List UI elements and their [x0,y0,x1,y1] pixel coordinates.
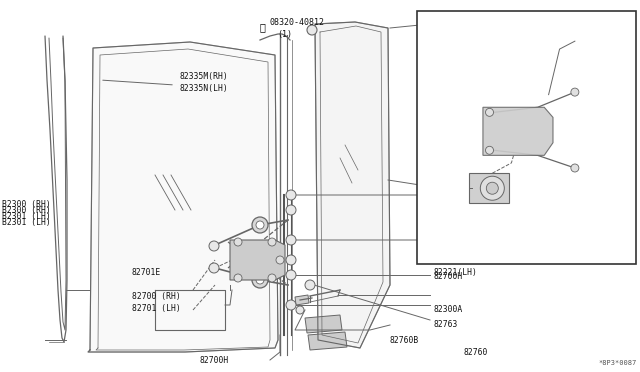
Circle shape [286,270,296,280]
Text: 82752(RH): 82752(RH) [426,219,469,228]
Circle shape [234,274,242,282]
Circle shape [286,300,296,310]
Circle shape [256,221,264,229]
Polygon shape [308,332,347,350]
Text: *8P3*0087: *8P3*0087 [599,360,637,366]
Text: B2300 (RH): B2300 (RH) [2,200,51,209]
Bar [417,11,636,264]
Circle shape [286,190,296,200]
Text: 82753(LH): 82753(LH) [426,236,469,245]
Text: 82763: 82763 [434,320,458,329]
Circle shape [286,255,296,265]
Text: 82700H: 82700H [434,272,463,281]
Circle shape [481,176,504,200]
Text: 82241(RH): 82241(RH) [430,20,474,29]
Circle shape [252,217,268,233]
Circle shape [486,182,499,194]
Circle shape [571,164,579,172]
Text: 08320-40812: 08320-40812 [270,18,325,27]
Circle shape [209,241,219,251]
Polygon shape [88,42,278,352]
Circle shape [209,263,219,273]
Text: B2301 (LH): B2301 (LH) [2,218,51,227]
Text: 82700 (RH): 82700 (RH) [132,292,180,301]
Polygon shape [295,295,309,305]
Text: 82700(RH): 82700(RH) [527,49,571,58]
Text: 82760: 82760 [464,348,488,357]
Circle shape [286,235,296,245]
Text: 82233M(LH): 82233M(LH) [430,202,479,211]
Circle shape [486,108,493,116]
Circle shape [268,238,276,246]
Text: 82242(LH): 82242(LH) [430,32,474,41]
Text: 82760B: 82760B [390,336,419,345]
Circle shape [234,238,242,246]
Text: 82701E: 82701E [132,268,161,277]
Text: 82220(RH): 82220(RH) [434,256,478,265]
Polygon shape [230,240,285,280]
Circle shape [268,274,276,282]
Circle shape [486,146,493,154]
Circle shape [286,205,296,215]
Text: 82256(LH): 82256(LH) [430,124,474,133]
Text: 82335M(RH): 82335M(RH) [180,72,228,81]
Text: POWER WINDOW: POWER WINDOW [423,23,488,32]
Text: 82255(RH): 82255(RH) [430,112,474,121]
Text: Ⓢ: Ⓢ [260,22,266,32]
Polygon shape [315,22,390,348]
Circle shape [256,276,264,284]
Text: (1): (1) [277,30,292,39]
Text: B2300 (RH): B2300 (RH) [2,206,51,215]
Text: 82700H: 82700H [433,218,463,227]
Text: 82700H: 82700H [434,220,463,229]
Circle shape [296,306,304,314]
Text: 82300A: 82300A [434,305,463,314]
Circle shape [305,280,315,290]
Text: 82232M(RH): 82232M(RH) [430,190,479,199]
Circle shape [307,25,317,35]
Circle shape [276,256,284,264]
Polygon shape [483,107,553,155]
Polygon shape [305,315,342,333]
Text: B2301 (LH): B2301 (LH) [2,212,51,221]
Circle shape [571,88,579,96]
Text: 82701 (LH): 82701 (LH) [527,67,575,76]
Text: 82701 (LH): 82701 (LH) [132,304,180,313]
Text: 82335N(LH): 82335N(LH) [180,84,228,93]
Bar [469,173,509,203]
Text: 82221(LH): 82221(LH) [434,268,478,277]
Circle shape [252,272,268,288]
Text: 82700H: 82700H [200,356,229,365]
